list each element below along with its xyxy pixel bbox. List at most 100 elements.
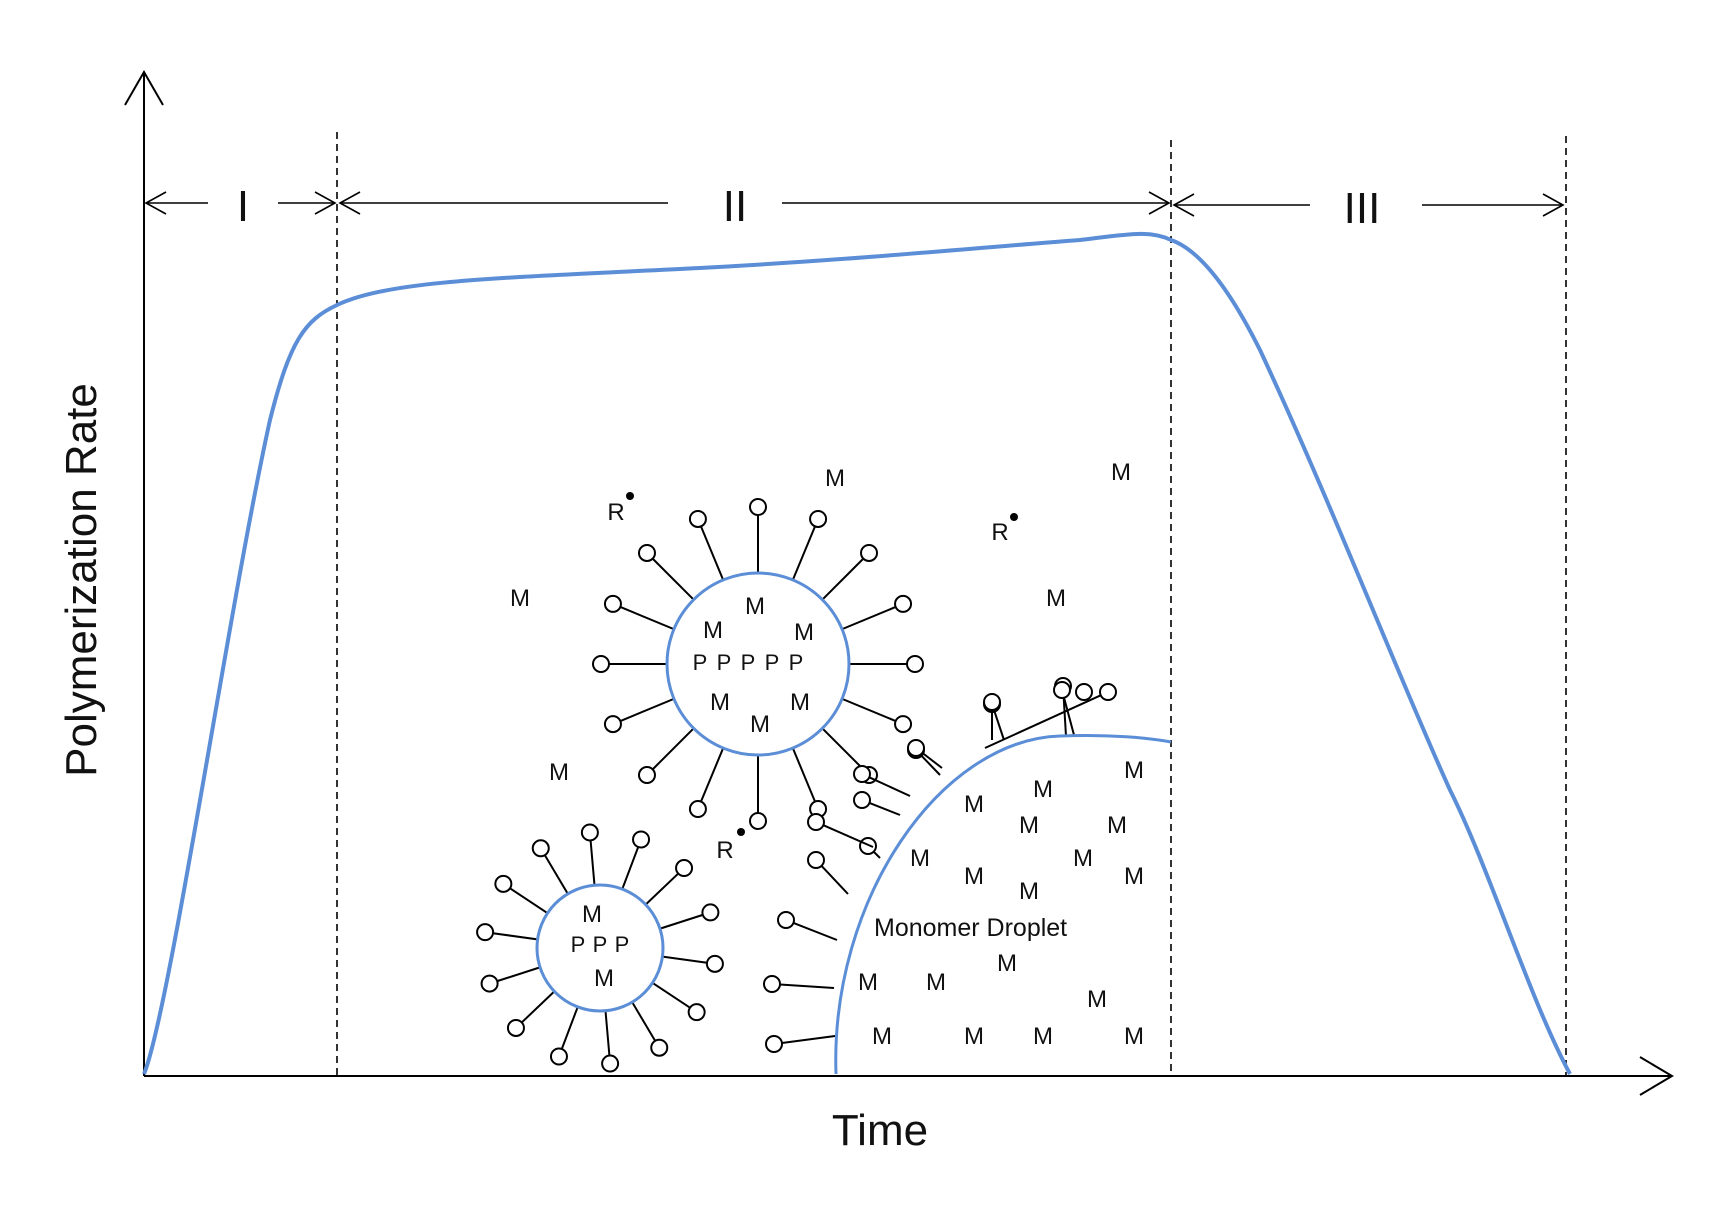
monomer-label: M <box>825 465 845 492</box>
surfactant-icon <box>480 963 548 993</box>
large-micelle-surfactants <box>592 498 924 830</box>
large-micelle-outline <box>665 571 851 757</box>
x-axis-arrowhead <box>1639 1056 1674 1096</box>
surfactant-icon <box>853 765 911 797</box>
radical-dot-icon <box>1010 513 1018 521</box>
surfactant-icon <box>652 903 720 933</box>
monomer-label: M <box>964 863 984 890</box>
monomer-label: M <box>1073 845 1093 872</box>
y-axis-label: Polymerization Rate <box>57 383 106 777</box>
radical-label: R <box>991 519 1008 546</box>
surfactant-icon <box>549 999 582 1066</box>
monomer-label: M <box>594 965 614 992</box>
monomer-label: M <box>710 689 730 716</box>
surfactant-icon <box>749 744 767 830</box>
surfactant-icon <box>654 954 724 973</box>
surfactant-icon <box>603 594 685 635</box>
monomer-label: M <box>549 759 569 786</box>
monomer-label: M <box>1019 878 1039 905</box>
polymer-label: P <box>571 932 586 957</box>
monomer-droplet: Monomer Droplet M M M M M M M M M M M M … <box>763 677 1172 1075</box>
monomer-label: M <box>926 969 946 996</box>
monomer-label: M <box>997 950 1017 977</box>
polymerization-rate-curve <box>142 231 1572 1075</box>
surfactant-icon <box>765 1035 836 1053</box>
surfactant-icon <box>838 655 924 673</box>
polymer-label: P <box>789 650 804 675</box>
surfactant-icon <box>476 923 546 942</box>
surfactant-icon <box>1053 681 1075 736</box>
droplet-label: Monomer Droplet <box>874 914 1067 942</box>
surfactant-icon <box>807 851 849 895</box>
phase-boundaries <box>336 132 1567 1076</box>
surfactant-icon <box>601 1002 620 1073</box>
surfactant-icon <box>859 837 881 859</box>
surfactant-icon <box>787 509 828 591</box>
surfactant-icon <box>639 859 694 911</box>
monomer-label: M <box>1087 986 1107 1013</box>
surfactant-icon <box>984 683 1117 749</box>
surfactant-icon <box>603 693 685 734</box>
monomer-label: M <box>1124 863 1144 890</box>
surfactant-icon <box>763 975 835 993</box>
surfactant-icon <box>618 830 651 897</box>
radical-label: R <box>716 837 733 864</box>
surfactant-icon <box>853 791 901 816</box>
radical-dot-icon <box>626 492 634 500</box>
monomer-label: M <box>1033 1023 1053 1050</box>
y-axis-arrowhead <box>124 69 164 106</box>
droplet-surfactants <box>763 677 1117 1053</box>
small-micelle: M P P P M <box>476 823 724 1073</box>
monomer-label: M <box>964 791 984 818</box>
monomer-label: M <box>703 617 723 644</box>
droplet-outline <box>834 733 1172 1075</box>
radical-label: R <box>607 499 624 526</box>
monomer-label: M <box>1107 812 1127 839</box>
surfactant-icon <box>787 737 828 819</box>
region-label-i: I <box>237 182 249 231</box>
monomer-label: M <box>858 969 878 996</box>
monomer-label: M <box>510 585 530 612</box>
monomer-label: M <box>582 901 602 928</box>
radicals: R R R <box>607 492 1018 864</box>
monomer-label: M <box>1046 585 1066 612</box>
surfactant-icon <box>749 498 767 584</box>
surfactant-icon <box>983 693 1001 740</box>
large-micelle: M M M P P P P P M M M <box>592 498 924 830</box>
surfactant-icon <box>627 994 669 1057</box>
surfactant-icon <box>831 594 913 635</box>
polymer-label: P <box>717 650 732 675</box>
monomer-label: M <box>910 845 930 872</box>
region-arrows <box>144 191 1565 217</box>
monomer-label: M <box>1124 1023 1144 1050</box>
surfactant-icon <box>645 977 706 1022</box>
monomer-label: M <box>1033 776 1053 803</box>
radical-dot-icon <box>737 828 745 836</box>
polymer-label: P <box>593 932 608 957</box>
surfactant-icon <box>531 839 573 902</box>
region-label-ii: II <box>723 182 747 231</box>
polymer-label: P <box>765 650 780 675</box>
surfactant-icon <box>637 543 703 609</box>
monomer-label: M <box>1019 812 1039 839</box>
monomer-label: M <box>794 619 814 646</box>
surfactant-icon <box>907 739 943 769</box>
monomer-label: M <box>790 689 810 716</box>
monomer-label: M <box>750 711 770 738</box>
surfactant-icon <box>688 509 729 591</box>
surfactant-icon <box>1075 683 1093 701</box>
monomer-label: M <box>872 1023 892 1050</box>
polymer-label: P <box>741 650 756 675</box>
surfactant-icon <box>580 823 599 894</box>
surfactant-icon <box>831 693 913 734</box>
monomer-label: M <box>1111 459 1131 486</box>
monomer-label: M <box>745 593 765 620</box>
axes <box>124 69 1674 1096</box>
aqueous-monomers: M M M M M <box>510 459 1131 786</box>
surfactant-icon <box>592 655 678 673</box>
x-axis-label: Time <box>832 1106 928 1155</box>
surfactant-icon <box>807 813 874 848</box>
polymer-label: P <box>693 650 708 675</box>
small-micelle-outline <box>535 883 665 1013</box>
surfactant-icon <box>813 543 879 609</box>
